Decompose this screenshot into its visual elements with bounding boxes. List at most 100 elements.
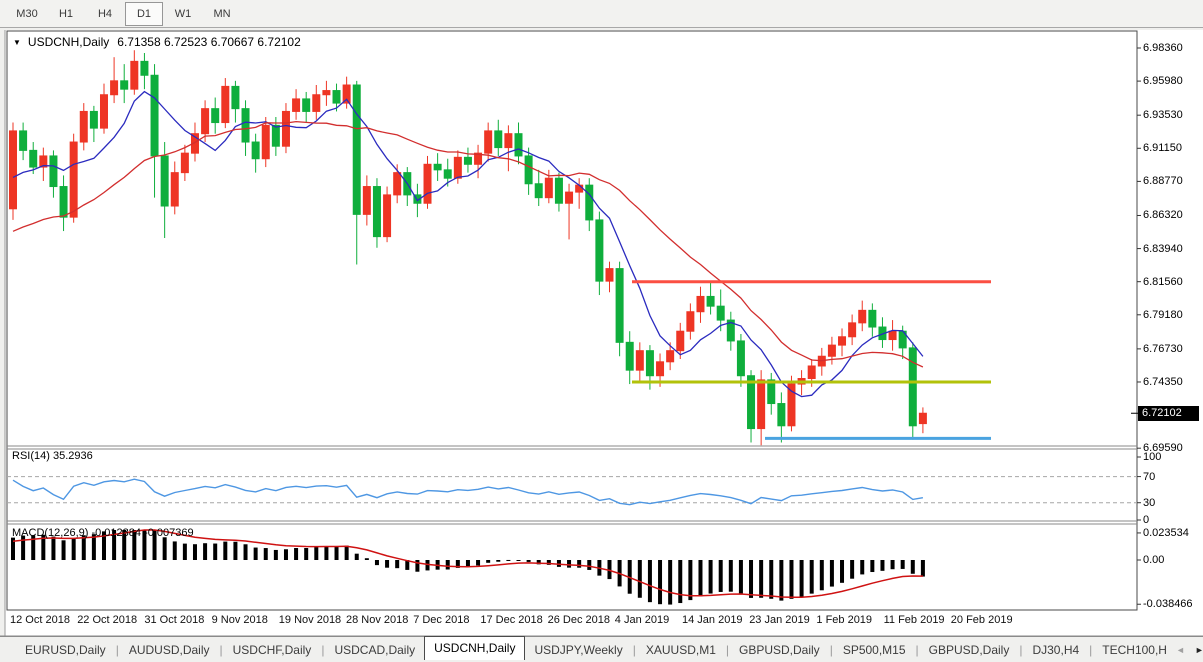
macd-bar (668, 560, 673, 605)
bear-candle (120, 64, 129, 104)
bull-candle (130, 50, 139, 95)
macd-bar (536, 560, 541, 565)
macd-bar (354, 553, 359, 560)
chart-dropdown-icon[interactable]: ▼ (13, 38, 21, 47)
tab-eurusd-daily[interactable]: EURUSD,Daily (25, 642, 106, 657)
macd-bar (718, 560, 723, 592)
date-axis-label: 17 Dec 2018 (480, 614, 543, 626)
candle-body (544, 177, 553, 199)
timeframe-button-mn[interactable]: MN (213, 7, 231, 20)
macd-bar (283, 549, 288, 560)
price-axis-label: 6.79180 (1143, 308, 1183, 321)
tab-scroll-left-icon[interactable]: ◄ (1175, 644, 1185, 655)
candle-body (352, 84, 361, 215)
bear-candle (160, 142, 169, 239)
macd-bar (395, 560, 400, 569)
macd-bar (374, 560, 379, 566)
candle-body (615, 268, 624, 343)
bear-candle (332, 83, 341, 112)
macd-bar (567, 560, 572, 568)
macd-bar (162, 537, 167, 560)
tab-scroll-right-icon[interactable]: ► (1194, 644, 1203, 655)
tab-separator: | (115, 642, 119, 657)
tab-dj30-h4[interactable]: DJ30,H4 (1032, 642, 1080, 657)
candle-body (827, 344, 836, 357)
tab-usdjpy-weekly[interactable]: USDJPY,Weekly (534, 642, 623, 657)
candle-body (656, 361, 665, 377)
date-axis-label: 1 Feb 2019 (816, 614, 873, 626)
candle-body (504, 133, 513, 149)
macd-histogram (11, 530, 925, 605)
date-axis-label: 23 Jan 2019 (749, 614, 810, 626)
tab-usdchf-daily[interactable]: USDCHF,Daily (232, 642, 312, 657)
macd-bar (799, 560, 804, 597)
rsi-axis-label: 70 (1143, 470, 1156, 483)
timeframe-button-d1[interactable]: D1 (125, 1, 163, 26)
timeframe-button-h4[interactable]: H4 (97, 7, 113, 20)
candle-body (777, 403, 786, 427)
macd-bar (688, 560, 693, 601)
candle-body (160, 155, 169, 207)
candle-body (120, 80, 129, 90)
bull-candle (666, 342, 675, 371)
candle-body (59, 186, 68, 218)
macd-bar (769, 560, 774, 599)
tab-gbpusd-daily[interactable]: GBPUSD,Daily (928, 642, 1010, 657)
macd-bar (31, 535, 36, 560)
macd-bar (41, 534, 46, 560)
candle-body (494, 130, 503, 149)
macd-bar (172, 541, 177, 560)
macd-bar (304, 548, 309, 560)
candle-body (231, 85, 240, 110)
bear-candle (231, 80, 240, 123)
candle-body (453, 156, 462, 179)
macd-bar (324, 546, 329, 560)
candle-body (716, 305, 725, 321)
candle-body (332, 90, 341, 104)
bull-candle (888, 320, 897, 351)
tab-sp500-m15[interactable]: SP500,M15 (842, 642, 906, 657)
bear-candle (89, 105, 98, 143)
candle-body (322, 90, 331, 96)
bull-candle (504, 125, 513, 172)
tab-tech100-h[interactable]: TECH100,H (1102, 642, 1167, 657)
macd-bar (253, 547, 258, 560)
price-axis-label: 6.95980 (1143, 75, 1183, 88)
bull-candle (635, 342, 644, 382)
candle-body (302, 98, 311, 112)
tab-xauusd-m1[interactable]: XAUUSD,M1 (645, 642, 716, 657)
bull-candle (261, 116, 270, 168)
macd-bar (132, 530, 137, 560)
bull-candle (99, 83, 108, 134)
macd-bar (112, 530, 117, 560)
timeframe-button-w1[interactable]: W1 (174, 7, 192, 20)
tab-audusd-daily[interactable]: AUDUSD,Daily (128, 642, 210, 657)
candle-body (312, 94, 321, 112)
bull-candle (292, 89, 301, 120)
tab-usdcad-daily[interactable]: USDCAD,Daily (334, 642, 416, 657)
timeframe-button-h1[interactable]: H1 (58, 7, 74, 20)
candle-body (383, 194, 392, 238)
rsi-indicator-label: RSI(14) 35.2936 (12, 450, 93, 462)
candle-body (130, 60, 139, 90)
macd-bar (243, 544, 248, 560)
macd-bar (152, 530, 157, 560)
tab-usdcnh-daily[interactable]: USDCNH,Daily (424, 636, 526, 660)
date-axis-label: 9 Nov 2018 (211, 614, 268, 626)
candle-body (838, 336, 847, 346)
timeframe-button-m30[interactable]: M30 (16, 7, 38, 20)
bull-candle (838, 328, 847, 357)
candle-body (767, 379, 776, 405)
macd-bar (850, 560, 855, 579)
bull-candle (787, 375, 796, 432)
bull-candle (423, 155, 432, 209)
price-axis-label: 6.69590 (1143, 442, 1183, 455)
candle-body (433, 163, 442, 171)
candle-body (362, 186, 371, 215)
bull-candle (281, 103, 290, 154)
tab-gbpusd-daily[interactable]: GBPUSD,Daily (739, 642, 820, 657)
price-axis-label: 6.93530 (1143, 109, 1183, 122)
date-axis-label: 20 Feb 2019 (950, 614, 1013, 626)
bull-candle (110, 57, 119, 104)
